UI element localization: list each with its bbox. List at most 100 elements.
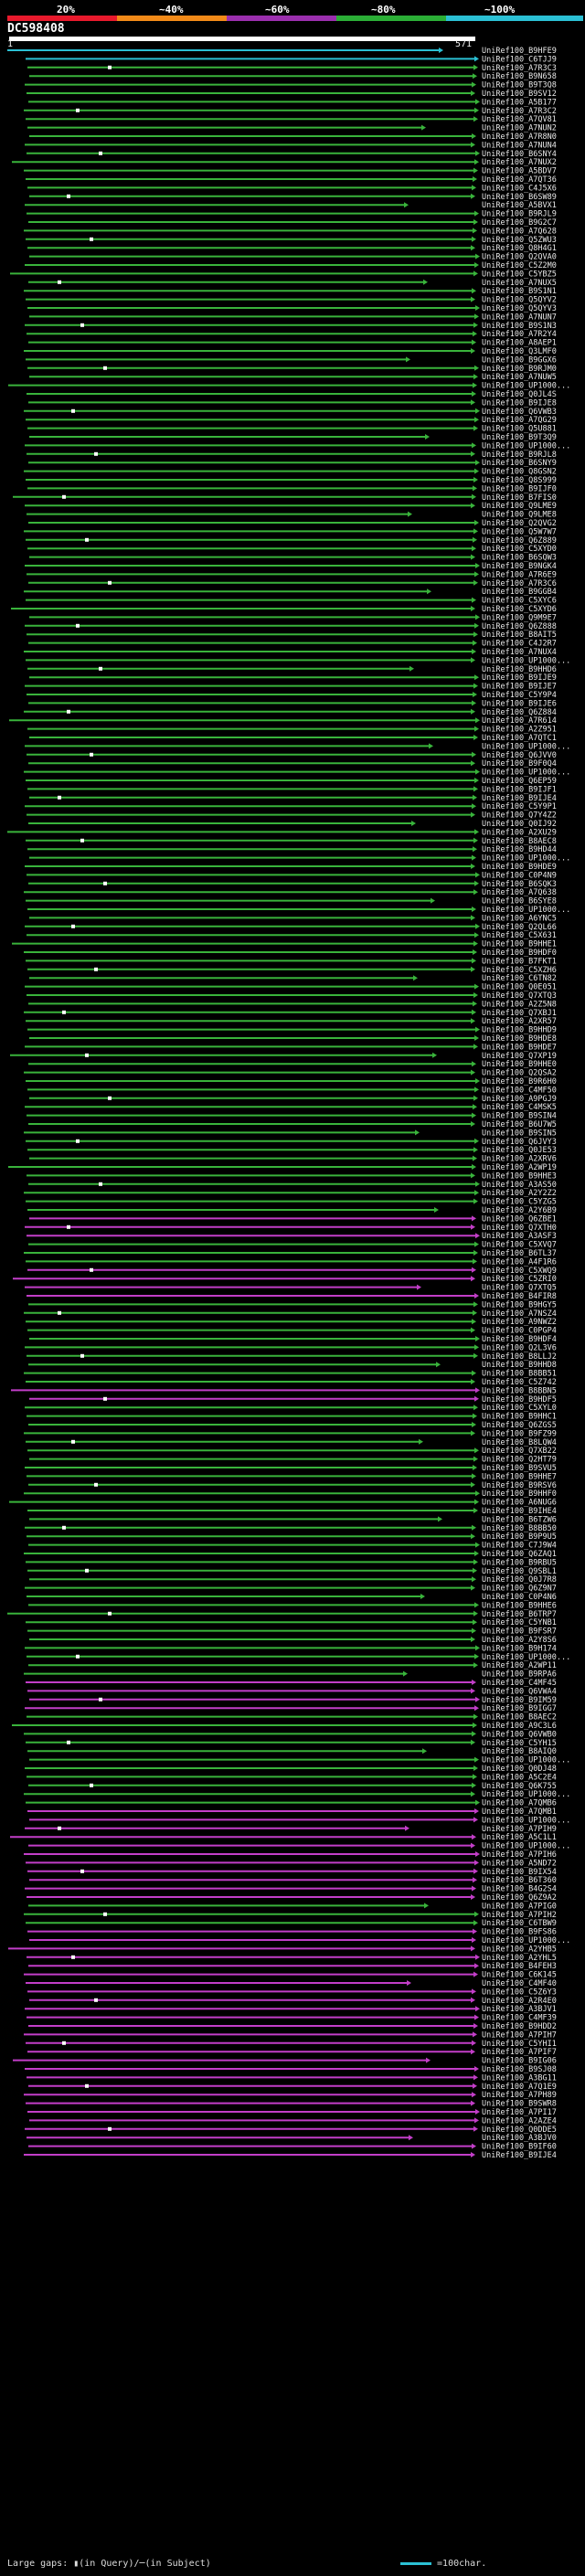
hit-label: UniRef100_B9GGB4 (482, 588, 557, 597)
hit-arrow (472, 1473, 476, 1479)
hit-row: UniRef100_B9S1N3 (25, 322, 557, 331)
hit-row: UniRef100_B6SQK3 (28, 880, 557, 889)
hit-row: UniRef100_Q5QYV3 (27, 304, 557, 313)
hit-label: UniRef100_A5BVX1 (482, 201, 557, 210)
hit-label: UniRef100_B9IJE8 (482, 398, 557, 408)
hit-arrow (424, 1903, 429, 1909)
hit-label: UniRef100_B9FZ99 (482, 1429, 557, 1438)
hit-label: UniRef100_Q7XTH0 (482, 1224, 557, 1233)
hit-label: UniRef100_C7J9W4 (482, 1542, 557, 1551)
hit-label: UniRef100_B9GGX6 (482, 355, 557, 365)
hit-row: UniRef100_B8LQW4 (26, 1438, 557, 1447)
hit-label: UniRef100_Q6Z9N7 (482, 1585, 557, 1594)
gap-marker (58, 795, 61, 800)
hit-row: UniRef100_Q5W7W7 (24, 527, 557, 536)
hit-arrow (474, 674, 479, 681)
hit-arrow (471, 296, 475, 302)
hit-arrow (473, 1928, 477, 1935)
legend-gaps-text: Large gaps: ▮(in Query)/─(in Subject) (7, 2559, 211, 2569)
hit-row: UniRef100_A7PIF7 (27, 2048, 557, 2057)
hit-row: UniRef100_B4FEH3 (28, 1962, 557, 1971)
hit-label: UniRef100_C5XYD0 (482, 545, 557, 554)
hit-label: UniRef100_C5X631 (482, 931, 557, 940)
gap-marker (94, 967, 98, 971)
hit-label: UniRef100_Q9M9E7 (482, 613, 557, 622)
hit-row: UniRef100_A7PIG0 (28, 1902, 557, 1911)
hit-label: UniRef100_C5XYC6 (482, 597, 557, 606)
hit-arrow (473, 1198, 478, 1204)
hit-label: UniRef100_B9HDF4 (482, 1335, 557, 1344)
hit-arrow (472, 391, 476, 397)
hit-label: UniRef100_Q7XTQ3 (482, 991, 557, 1001)
hit-row: UniRef100_B9IF60 (28, 2143, 557, 2152)
hit-arrow (471, 760, 475, 767)
hit-row: UniRef100_C5YZG5 (26, 1198, 557, 1207)
hit-arrow (474, 159, 479, 165)
hit-label: UniRef100_C6K145 (482, 1971, 557, 1980)
hit-arrow (473, 382, 477, 388)
hit-label: UniRef100_Q6ZBE1 (482, 1214, 557, 1224)
hit-arrow (471, 811, 475, 818)
hit-row: UniRef100_A2Y8S6 (29, 1636, 557, 1645)
hit-row: UniRef100_B9SWR8 (26, 2100, 557, 2109)
hit-row: UniRef100_B9IG06 (13, 2057, 557, 2066)
hit-arrow (474, 520, 479, 525)
hit-arrow (473, 1155, 477, 1161)
hit-arrow (473, 640, 477, 646)
hit-label: UniRef100_A7R614 (482, 716, 557, 726)
hit-row: UniRef100_C5XYL0 (25, 1404, 557, 1413)
hit-row: UniRef100_B9FZ99 (24, 1429, 557, 1438)
hit-row: UniRef100_B8BBN5 (11, 1386, 557, 1395)
hit-arrow (473, 1817, 478, 1823)
hit-label: UniRef100_B9HHE7 (482, 1472, 557, 1481)
hit-row: UniRef100_B9P9U5 (27, 1532, 557, 1542)
hit-label: UniRef100_A3BJV1 (482, 2005, 557, 2014)
legend-scale-text: =100char. (437, 2559, 487, 2569)
hit-arrow (473, 1713, 478, 1720)
hit-label: UniRef100_B6SW89 (482, 193, 557, 202)
hit-arrow (475, 460, 480, 466)
hit-label: UniRef100_Q9SBL1 (482, 1567, 557, 1576)
hit-label: UniRef100_C4J2R7 (482, 640, 557, 649)
gap-marker (94, 1482, 98, 1487)
hit-arrow (475, 872, 480, 878)
hit-row: UniRef100_Q7XTQ3 (27, 991, 557, 1001)
hit-label: UniRef100_Q7XTQ5 (482, 1284, 557, 1293)
hit-row: UniRef100_A2Z951 (27, 726, 557, 735)
hit-row: UniRef100_A4F1R6 (26, 1257, 557, 1267)
hit-row: UniRef100_C4MF40 (26, 1979, 557, 1988)
hit-arrow (471, 1018, 475, 1024)
hit-label: UniRef100_C4MF40 (482, 1979, 557, 1988)
hit-row: UniRef100_C5Z6Y3 (27, 1988, 557, 1997)
hit-row: UniRef100_A2XRV6 (29, 1155, 557, 1164)
gap-marker (71, 924, 75, 928)
hit-row: UniRef100_B9RBU5 (26, 1558, 557, 1567)
hit-row: UniRef100_A7QMB1 (27, 1807, 557, 1817)
hit-row: UniRef100_A7PIH2 (24, 1911, 557, 1920)
hit-label: UniRef100_A5C2E4 (482, 1773, 557, 1782)
hit-arrow (474, 107, 479, 113)
hit-label: UniRef100_B9HDE9 (482, 863, 557, 872)
hit-arrow (471, 1945, 475, 1952)
hit-label: UniRef100_Q2HT79 (482, 1456, 557, 1465)
hit-row: UniRef100_B9HDF4 (29, 1335, 557, 1344)
hit-label: UniRef100_A7R3C2 (482, 107, 557, 116)
hit-label: UniRef100_B9T3Q9 (482, 433, 557, 442)
hit-row: UniRef100_C5XYC6 (26, 597, 557, 606)
hit-arrow (474, 56, 479, 62)
gap-marker (58, 280, 61, 284)
hit-arrow (473, 176, 477, 182)
hit-row: UniRef100_Q7XB22 (27, 1447, 557, 1456)
hit-label: UniRef100_B8BB50 (482, 1524, 557, 1533)
hit-arrow (410, 665, 414, 672)
hit-arrow (472, 1422, 476, 1427)
hit-row: UniRef100_Q8H4G1 (27, 244, 557, 253)
hit-row: UniRef100_A7PIH9 (25, 1825, 557, 1834)
hit-arrow (473, 940, 478, 947)
hit-arrow (474, 417, 479, 423)
hit-label: UniRef100_C5YH15 (482, 1739, 557, 1748)
hit-row: UniRef100_B7FKT1 (26, 957, 557, 966)
hit-arrow (471, 1276, 475, 1282)
hit-row: UniRef100_A2Y6B9 (27, 1206, 557, 1215)
hit-label: UniRef100_B6SQK3 (482, 880, 557, 889)
